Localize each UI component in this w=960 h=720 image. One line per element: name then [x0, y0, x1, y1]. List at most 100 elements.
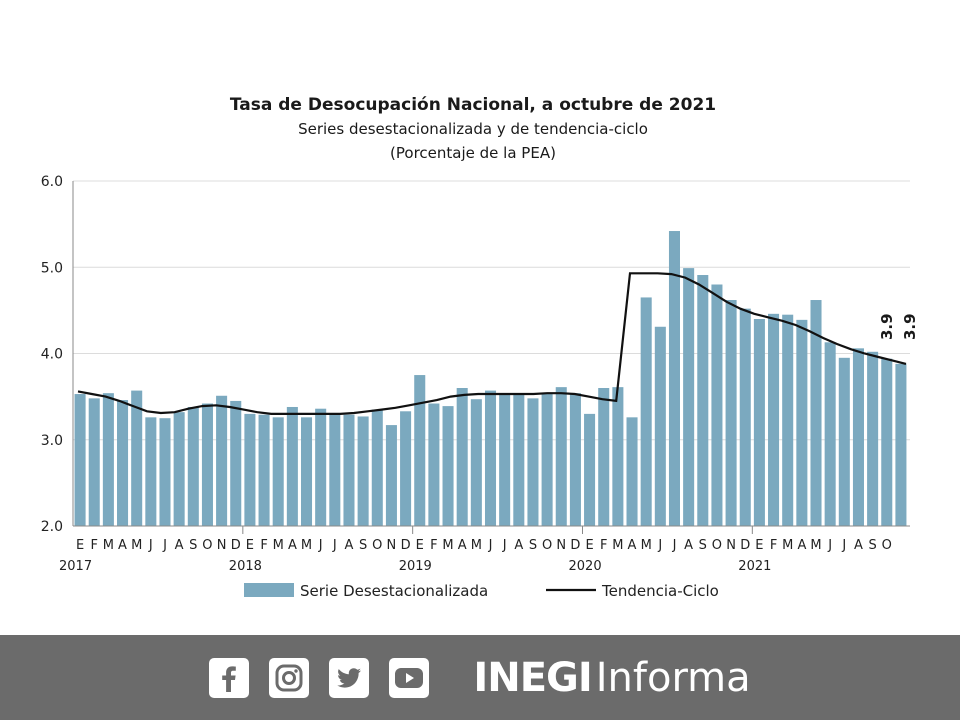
instagram-icon[interactable] — [269, 657, 310, 698]
month-tick-label: S — [529, 538, 537, 553]
year-label: 2019 — [399, 559, 432, 574]
month-tick-label: N — [387, 538, 397, 553]
value-annotations: 3.9 3.9 — [878, 313, 919, 340]
year-label: 2021 — [738, 559, 771, 574]
month-tick-label: J — [332, 538, 337, 553]
month-tick-label: M — [810, 538, 821, 553]
bar — [187, 406, 199, 526]
bar — [569, 393, 581, 526]
bar — [598, 388, 610, 526]
y-axis: 2.0 3.0 4.0 5.0 6.0 — [41, 174, 63, 535]
month-tick-label: A — [175, 538, 184, 553]
chart: Tasa de Desocupación Nacional, a octubre… — [41, 95, 919, 600]
facebook-icon[interactable] — [209, 657, 250, 698]
month-tick-label: O — [372, 538, 382, 553]
y-tick-label: 4.0 — [41, 347, 63, 363]
y-tick-label: 2.0 — [41, 519, 63, 535]
bar — [301, 417, 313, 526]
twitter-icon[interactable] — [329, 657, 370, 698]
bar — [824, 342, 836, 526]
month-tick-label: J — [148, 538, 153, 553]
chart-subtitle: Series desestacionalizada y de tendencia… — [298, 120, 648, 138]
chart-subtitle-2: (Porcentaje de la PEA) — [390, 144, 556, 162]
month-tick-label: A — [345, 538, 354, 553]
y-tick-label: 5.0 — [41, 260, 63, 276]
bar — [244, 413, 256, 527]
month-tick-label: D — [401, 538, 411, 553]
bar — [159, 418, 171, 526]
footer-bar: INEGI Informa — [0, 635, 960, 720]
inegi-informa-logo: INEGI Informa — [473, 655, 750, 701]
bar — [315, 408, 327, 526]
month-tick-label: S — [359, 538, 367, 553]
bar — [654, 326, 666, 526]
month-tick-label: J — [502, 538, 507, 553]
social-icons — [209, 657, 430, 698]
bar — [527, 398, 539, 526]
month-tick-label: F — [260, 538, 267, 553]
month-tick-label: A — [118, 538, 127, 553]
month-tick-label: J — [672, 538, 677, 553]
month-tick-label: M — [442, 538, 453, 553]
month-tick-label: J — [841, 538, 846, 553]
bar — [272, 417, 284, 526]
month-tick-label: D — [570, 538, 580, 553]
bar — [230, 400, 242, 526]
month-tick-label: E — [76, 538, 84, 553]
youtube-icon[interactable] — [389, 657, 430, 698]
month-tick-label: E — [246, 538, 254, 553]
month-tick-label: E — [585, 538, 593, 553]
bar — [739, 308, 751, 526]
bar — [499, 394, 511, 526]
month-tick-label: N — [726, 538, 736, 553]
year-label: 2017 — [59, 559, 92, 574]
month-tick-label: M — [103, 538, 114, 553]
bar — [117, 400, 129, 526]
bar — [852, 348, 864, 526]
month-tick-label: A — [458, 538, 467, 553]
month-tick-label: F — [600, 538, 607, 553]
month-tick-label: A — [797, 538, 806, 553]
month-tick-label: M — [782, 538, 793, 553]
bar — [683, 268, 695, 526]
month-tick-label: A — [288, 538, 297, 553]
bar — [796, 319, 808, 526]
month-tick-label: J — [488, 538, 493, 553]
bar — [470, 399, 482, 526]
bar — [343, 414, 355, 526]
month-tick-label: N — [556, 538, 566, 553]
month-tick-label: S — [699, 538, 707, 553]
bar — [428, 403, 440, 526]
bar — [400, 411, 412, 526]
bar — [173, 412, 185, 526]
bar-series — [74, 231, 907, 527]
month-tick-label: A — [628, 538, 637, 553]
month-tick-label: A — [854, 538, 863, 553]
bar — [768, 313, 780, 526]
bar — [753, 319, 765, 526]
bar — [442, 406, 454, 526]
month-tick-label: F — [90, 538, 97, 553]
legend-label-bars: Serie Desestacionalizada — [300, 582, 488, 600]
month-tick-label: M — [131, 538, 142, 553]
month-tick-label: N — [217, 538, 227, 553]
bar — [626, 417, 638, 526]
month-tick-label: O — [882, 538, 892, 553]
trend-line — [77, 272, 907, 415]
bar — [513, 394, 525, 526]
year-label: 2020 — [569, 559, 602, 574]
bar — [385, 425, 397, 526]
legend-label-line: Tendencia-Ciclo — [601, 582, 719, 600]
month-tick-label: E — [755, 538, 763, 553]
month-tick-label: A — [514, 538, 523, 553]
month-tick-label: E — [416, 538, 424, 553]
bar — [711, 284, 723, 526]
month-tick-label: S — [868, 538, 876, 553]
month-tick-label: J — [827, 538, 832, 553]
bar — [867, 351, 879, 526]
month-tick-label: O — [202, 538, 212, 553]
value-annotation: 3.9 — [901, 313, 919, 340]
month-tick-label: O — [712, 538, 722, 553]
bar — [668, 231, 680, 526]
